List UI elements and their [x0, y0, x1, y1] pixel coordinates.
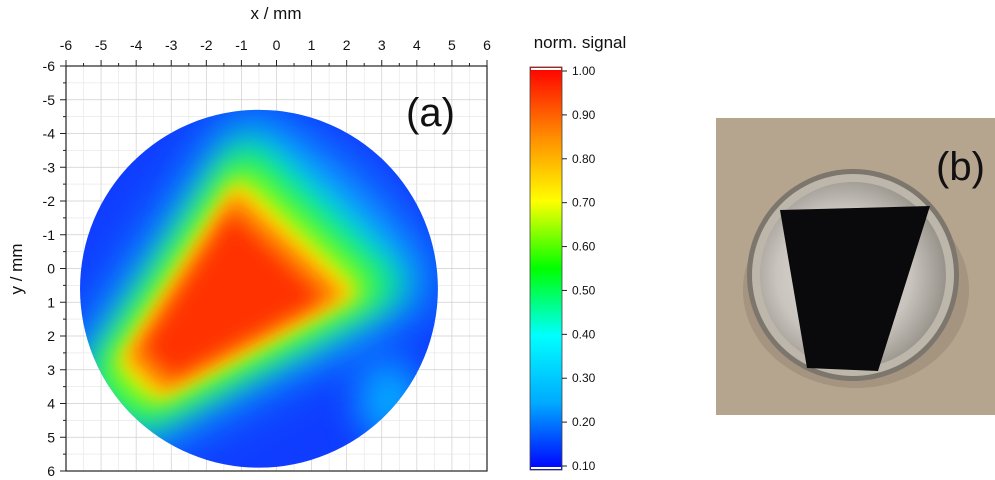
x-tick-label: -2 — [200, 37, 213, 53]
heatmap-map — [80, 109, 438, 468]
y-tick-label: 4 — [47, 396, 55, 412]
x-tick-label: -3 — [165, 37, 178, 53]
sample-photo: (b) — [716, 118, 995, 415]
x-tick-label: 1 — [308, 37, 316, 53]
colorbar: norm. signal 0.10 0.20 0.30 0.40 0.50 0.60 0.7… — [529, 33, 627, 473]
y-tick-label: -5 — [43, 92, 56, 108]
x-tick-label: 0 — [273, 37, 281, 53]
y-tick-label: 1 — [47, 294, 55, 310]
panel-label-b: (b) — [936, 145, 985, 189]
y-tick-label: 0 — [47, 261, 55, 277]
colorbar-tick-label: 0.90 — [572, 108, 596, 122]
x-tick-label: 2 — [343, 37, 351, 53]
colorbar-tick-label: 1.00 — [572, 64, 596, 78]
y-axis-ticks: -6 -5 -4 -3 -2 -1 0 1 2 3 4 5 6 — [43, 58, 66, 479]
colorbar-tick-label: 0.70 — [572, 196, 596, 210]
colorbar-tick-label: 0.80 — [572, 152, 596, 166]
sample-piece — [780, 206, 930, 371]
x-tick-label: -1 — [235, 37, 248, 53]
x-tick-label: -5 — [95, 37, 108, 53]
x-axis-label: x / mm — [251, 4, 302, 23]
y-tick-label: -6 — [43, 58, 56, 74]
y-tick-label: 2 — [47, 328, 55, 344]
x-axis-ticks: -6 -5 -4 -3 -2 -1 0 1 2 3 4 5 6 — [60, 37, 491, 66]
y-tick-label: -3 — [43, 159, 56, 175]
x-tick-label: 4 — [413, 37, 421, 53]
y-tick-label: -1 — [43, 227, 56, 243]
colorbar-label: norm. signal — [534, 33, 627, 52]
y-tick-label: 3 — [47, 362, 55, 378]
colorbar-ticks: 0.10 0.20 0.30 0.40 0.50 0.60 0.70 0.80 0.90 1.00 — [531, 64, 596, 473]
y-axis-label: y / mm — [7, 244, 26, 295]
heatmap-panel: -6 -5 -4 -3 -2 -1 0 1 2 3 4 5 6 -6-5-4-3-2-10123456 … — [7, 4, 491, 479]
colorbar-tick-label: 0.60 — [572, 240, 596, 254]
y-tick-label: 6 — [47, 463, 55, 479]
y-tick-label: 5 — [47, 429, 55, 445]
y-tick-label: -2 — [43, 193, 56, 209]
panel-label-a: (a) — [406, 91, 455, 135]
colorbar-tick-label: 0.20 — [572, 415, 596, 429]
colorbar-bar — [529, 66, 563, 471]
colorbar-tick-label: 0.40 — [572, 327, 596, 341]
colorbar-tick-label: 0.50 — [572, 283, 596, 297]
x-tick-label: 5 — [448, 37, 456, 53]
x-tick-label: 3 — [378, 37, 386, 53]
colorbar-tick-label: 0.10 — [572, 459, 596, 473]
x-tick-label: -4 — [130, 37, 143, 53]
colorbar-tick-label: 0.30 — [572, 371, 596, 385]
y-tick-label: -4 — [43, 126, 56, 142]
x-tick-label: 6 — [483, 37, 491, 53]
x-tick-label: -6 — [60, 37, 73, 53]
heat-layer-red — [145, 214, 321, 376]
